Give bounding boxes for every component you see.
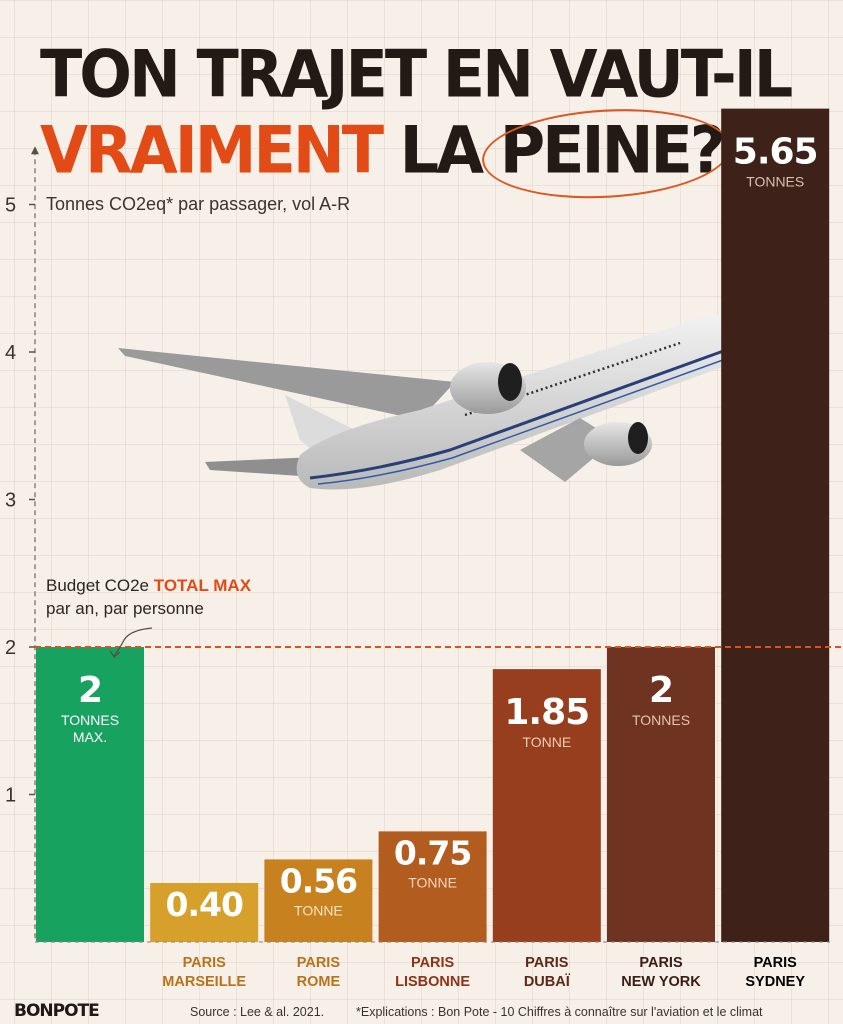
bar-value-label: 0.75	[394, 833, 471, 872]
category-label: SYDNEY	[745, 974, 805, 990]
y-tick-label: 4	[5, 342, 16, 364]
source-text: Source : Lee & al. 2021.	[190, 1005, 325, 1019]
bar-value-label: 2	[78, 670, 102, 711]
reference-line-group	[35, 646, 843, 943]
category-label: MARSEILLE	[162, 974, 246, 990]
bar-value-label: 0.56	[280, 861, 357, 900]
category-label: NEW YORK	[621, 974, 701, 990]
y-tick-label: 2	[5, 637, 16, 659]
bar-value-label: 0.40	[165, 885, 242, 924]
category-label: PARIS	[297, 955, 341, 971]
budget-highlight: TOTAL MAX	[153, 576, 252, 595]
bar-unit-label: TONNES	[746, 174, 804, 190]
category-label: PARIS	[411, 955, 455, 971]
category-label: DUBAÏ	[524, 973, 571, 990]
bar-unit-label: TONNE	[522, 734, 571, 750]
y-tick-label: 1	[5, 785, 16, 807]
budget-arrow-head	[109, 650, 121, 658]
bar-3	[378, 831, 487, 942]
category-label: PARIS	[183, 955, 227, 971]
bar-value-label: 2	[649, 670, 673, 711]
airplane-illustration	[118, 312, 778, 490]
bar-value-label: 5.65	[733, 132, 818, 173]
bars	[36, 108, 830, 942]
budget-arrow	[113, 627, 153, 657]
brand-logo: BONPOTE	[14, 1001, 100, 1021]
y-tick-label: 5	[5, 195, 16, 217]
category-label: LISBONNE	[395, 974, 470, 990]
category-label: PARIS	[754, 955, 798, 971]
title-line-2: VRAIMENT LA PEINE?	[40, 102, 733, 205]
bar-1	[150, 883, 259, 942]
bar-0	[36, 647, 144, 942]
bar-2	[264, 859, 373, 942]
y-axis: 1 2 3 4 5	[5, 146, 39, 942]
budget-prefix: Budget CO2e	[46, 576, 150, 595]
category-label: PARIS	[639, 955, 683, 971]
bar-5	[607, 647, 715, 942]
bar-unit-label: TONNES	[632, 712, 690, 728]
title-circled-text: PEINE?	[499, 111, 726, 189]
title-line-1: TON TRAJET EN VAUT-IL	[40, 35, 793, 113]
category-label: ROME	[297, 974, 341, 990]
bar-unit-label: MAX.	[73, 729, 107, 745]
bar-unit-label: TONNES	[61, 712, 119, 728]
bar-4	[492, 669, 601, 942]
title-circled-word: PEINE?	[479, 102, 733, 205]
budget-annotation: Budget CO2e TOTAL MAX par an, par person…	[46, 574, 251, 620]
y-tick-label: 3	[5, 490, 16, 512]
title-highlight: VRAIMENT	[40, 111, 384, 189]
bar-value-label: 1.85	[504, 692, 589, 733]
y-axis-arrow	[31, 146, 39, 155]
explanation-text: *Explications : Bon Pote - 10 Chiffres à…	[356, 1005, 763, 1019]
bar-labels: 2TONNESMAX.0.40PARISMARSEILLE0.56TONNEPA…	[61, 132, 819, 990]
bar-6	[721, 108, 830, 942]
bar-unit-label: TONNE	[294, 902, 343, 918]
category-label: PARIS	[525, 955, 569, 971]
title-mid: LA	[399, 111, 484, 189]
budget-line-2: par an, par personne	[46, 599, 204, 618]
bar-unit-label: TONNE	[408, 874, 457, 890]
chart-subtitle: Tonnes CO2eq* par passager, vol A-R	[46, 194, 351, 214]
